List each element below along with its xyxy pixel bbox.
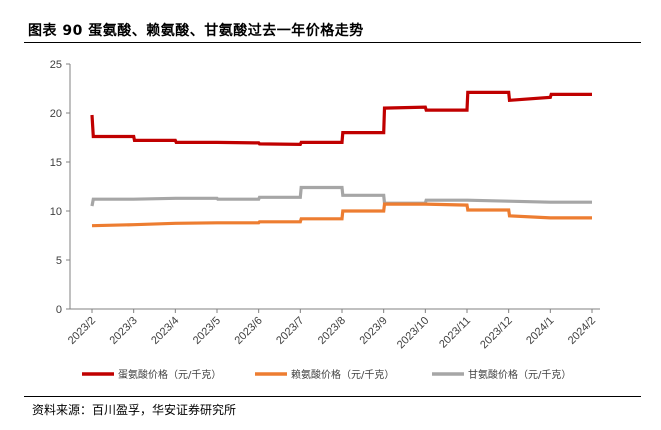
x-tick-label: 2023/7: [274, 315, 306, 347]
x-tick-label: 2024/1: [524, 315, 556, 347]
legend-label: 蛋氨酸价格（元/千克）: [118, 368, 221, 381]
x-tick-label: 2024/2: [566, 315, 598, 347]
x-tick-label: 2023/3: [108, 315, 140, 347]
x-tick-label: 2023/11: [437, 315, 473, 351]
y-tick-label: 5: [56, 255, 62, 267]
axes: 0 5 10 15 20 25 2023/2 2023/3 2023/4 2023/5 2023/6…: [50, 59, 600, 351]
series-line: [91, 202, 592, 228]
source-bar: 资料来源：百川盈孚，华安证券研究所: [24, 396, 641, 417]
x-tick-label: 2023/6: [233, 315, 265, 347]
y-tick-label: 0: [56, 304, 62, 316]
chart-title: 图表 90 蛋氨酸、赖氨酸、甘氨酸过去一年价格走势: [28, 23, 364, 39]
x-tick-label: 2023/2: [66, 315, 98, 347]
x-tick-label: 2023/9: [358, 315, 390, 347]
legend: 蛋氨酸价格（元/千克） 赖氨酸价格（元/千克） 甘氨酸价格（元/千克）: [82, 368, 571, 381]
x-tick-label: 2023/10: [395, 315, 432, 352]
x-tick-label: 2023/4: [149, 315, 181, 347]
x-tick-label: 2023/8: [316, 315, 348, 347]
y-tick-label: 20: [50, 108, 62, 120]
series-line: [90, 90, 592, 147]
y-tick-label: 25: [50, 59, 62, 71]
y-tick-label: 15: [50, 157, 62, 169]
x-tick-label: 2023/12: [478, 315, 515, 352]
title-bar: 图表 90 蛋氨酸、赖氨酸、甘氨酸过去一年价格走势: [24, 14, 641, 43]
y-tick-label: 10: [50, 206, 62, 218]
source-note: 资料来源：百川盈孚，华安证券研究所: [32, 403, 237, 417]
legend-label: 赖氨酸价格（元/千克）: [291, 368, 394, 381]
legend-label: 甘氨酸价格（元/千克）: [468, 368, 571, 381]
series-line: [90, 185, 592, 207]
x-tick-label: 2023/5: [191, 315, 223, 347]
series-lines: [90, 90, 592, 228]
